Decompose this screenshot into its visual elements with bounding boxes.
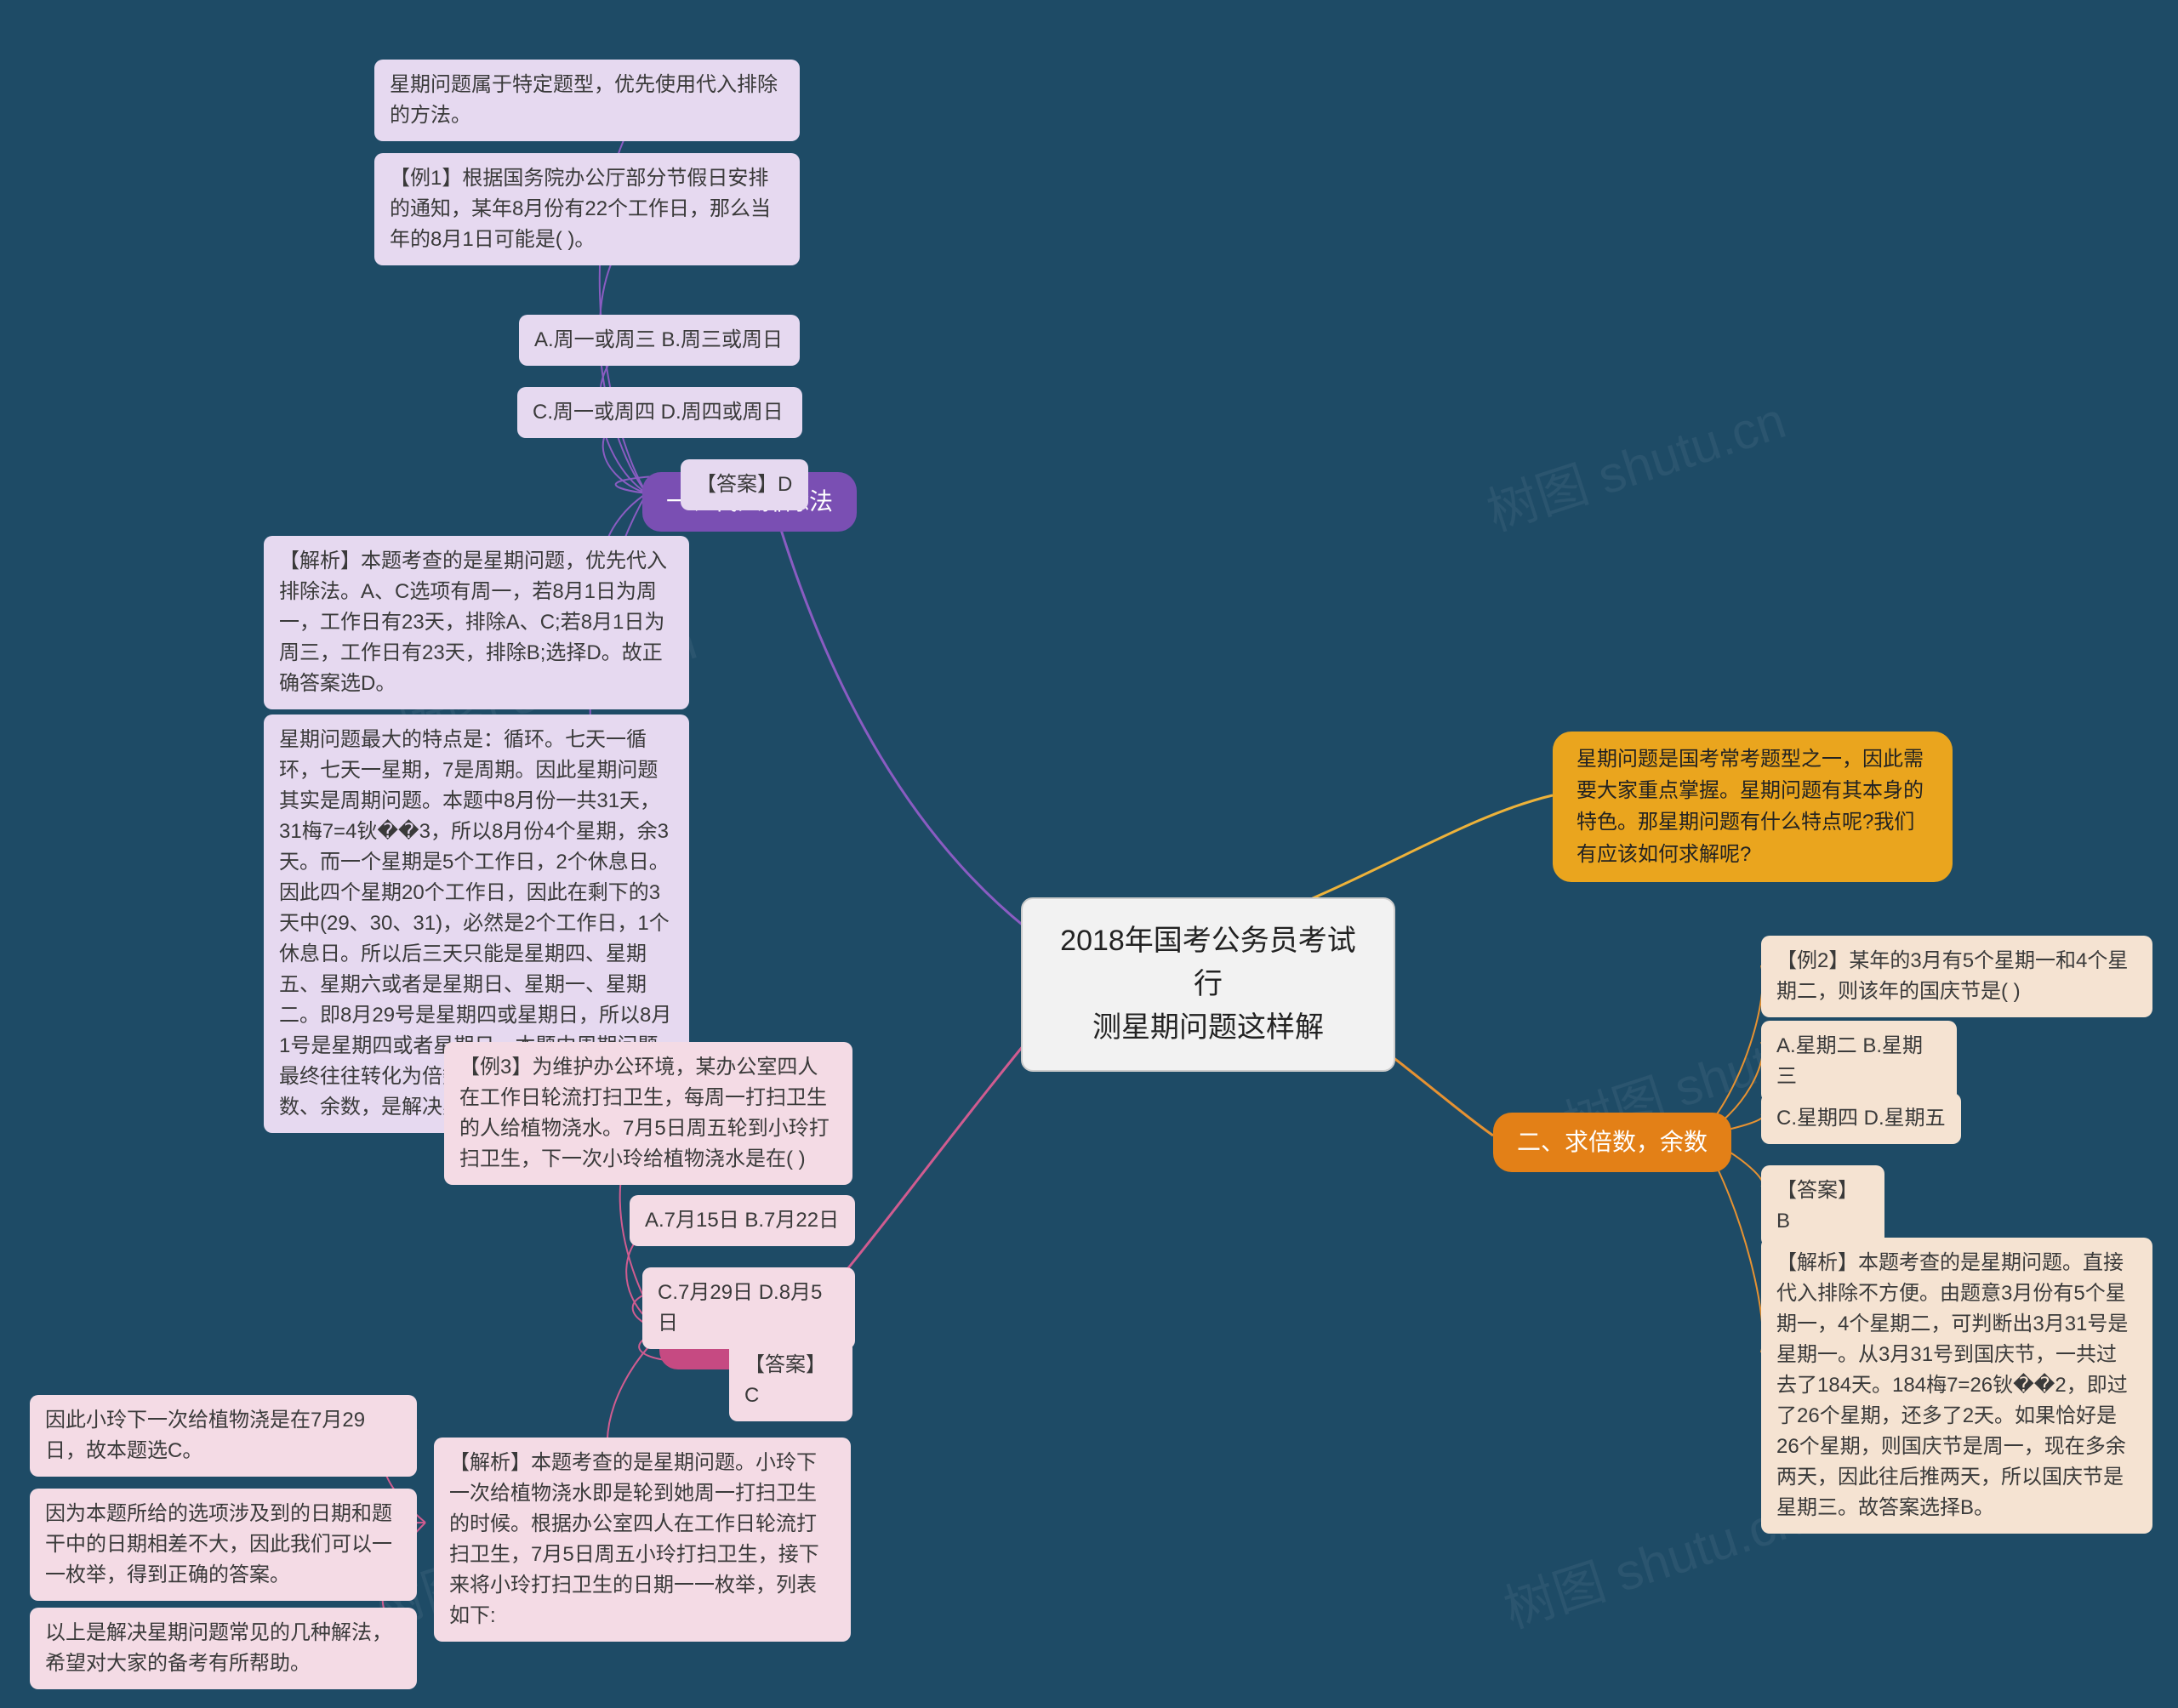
branch1-leaf-2[interactable]: A.周一或周三 B.周三或周日 xyxy=(519,315,800,366)
branch-2-label: 二、求倍数，余数 xyxy=(1517,1129,1708,1155)
branch3-sub-0[interactable]: 因此小玲下一次给植物浇是在7月29日，故本题选C。 xyxy=(30,1395,417,1477)
branch3-leaf-3[interactable]: 【答案】C xyxy=(729,1340,852,1421)
branch1-leaf-1[interactable]: 【例1】根据国务院办公厅部分节假日安排的通知，某年8月份有22个工作日，那么当年… xyxy=(374,153,800,265)
center-title-line1: 2018年国考公务员考试行 xyxy=(1053,919,1363,1006)
branch1-leaf-0[interactable]: 星期问题属于特定题型，优先使用代入排除的方法。 xyxy=(374,60,800,141)
branch3-leaf-2-text: C.7月29日 D.8月5日 xyxy=(658,1281,822,1335)
branch3-sub-1[interactable]: 因为本题所给的选项涉及到的日期和题干中的日期相差不大，因此我们可以一一枚举，得到… xyxy=(30,1489,417,1601)
branch1-leaf-4-text: 【答案】D xyxy=(696,473,792,496)
watermark: 树图 shutu.cn xyxy=(1476,379,1793,545)
branch1-leaf-4[interactable]: 【答案】D xyxy=(681,459,808,510)
branch3-leaf-1[interactable]: A.7月15日 B.7月22日 xyxy=(630,1195,855,1246)
branch2-leaf-0-text: 【例2】某年的3月有5个星期一和4个星期二，则该年的国庆节是( ) xyxy=(1776,949,2128,1003)
branch1-leaf-3-text: C.周一或周四 D.周四或周日 xyxy=(533,401,784,424)
branch1-leaf-5[interactable]: 【解析】本题考查的是星期问题，优先代入排除法。A、C选项有周一，若8月1日为周一… xyxy=(264,536,689,709)
branch1-leaf-3[interactable]: C.周一或周四 D.周四或周日 xyxy=(517,387,802,438)
branch2-leaf-4-text: 【解析】本题考查的是星期问题。直接代入排除不方便。由题意3月份有5个星期一，4个… xyxy=(1776,1251,2128,1519)
branch3-leaf-2[interactable]: C.7月29日 D.8月5日 xyxy=(642,1267,855,1349)
branch1-leaf-5-text: 【解析】本题考查的是星期问题，优先代入排除法。A、C选项有周一，若8月1日为周一… xyxy=(279,549,667,695)
branch2-leaf-2[interactable]: C.星期四 D.星期五 xyxy=(1761,1093,1961,1144)
branch2-leaf-3[interactable]: 【答案】B xyxy=(1761,1165,1884,1247)
center-title-line2: 测星期问题这样解 xyxy=(1053,1006,1363,1050)
branch3-sub-2[interactable]: 以上是解决星期问题常见的几种解法，希望对大家的备考有所帮助。 xyxy=(30,1608,417,1689)
branch3-leaf-3-text: 【答案】C xyxy=(744,1353,826,1407)
branch2-leaf-1-text: A.星期二 B.星期三 xyxy=(1776,1034,1923,1088)
branch1-leaf-2-text: A.周一或周三 B.周三或周日 xyxy=(534,328,783,351)
intro-text: 星期问题是国考常考题型之一，因此需要大家重点掌握。星期问题有其本身的特色。那星期… xyxy=(1576,748,1924,866)
branch3-leaf-0-text: 【例3】为维护办公环境，某办公室四人在工作日轮流打扫卫生，每周一打扫卫生的人给植… xyxy=(459,1056,830,1170)
branch2-leaf-0[interactable]: 【例2】某年的3月有5个星期一和4个星期二，则该年的国庆节是( ) xyxy=(1761,936,2152,1017)
branch3-leaf-4-text: 【解析】本题考查的是星期问题。小玲下一次给植物浇水即是轮到她周一打扫卫生的时候。… xyxy=(449,1451,819,1627)
branch3-leaf-0[interactable]: 【例3】为维护办公环境，某办公室四人在工作日轮流打扫卫生，每周一打扫卫生的人给植… xyxy=(444,1042,852,1185)
branch3-leaf-4[interactable]: 【解析】本题考查的是星期问题。小玲下一次给植物浇水即是轮到她周一打扫卫生的时候。… xyxy=(434,1438,851,1642)
branch1-leaf-0-text: 星期问题属于特定题型，优先使用代入排除的方法。 xyxy=(390,73,778,127)
intro-node[interactable]: 星期问题是国考常考题型之一，因此需要大家重点掌握。星期问题有其本身的特色。那星期… xyxy=(1553,732,1953,882)
branch2-leaf-2-text: C.星期四 D.星期五 xyxy=(1776,1107,1946,1130)
branch3-sub-2-text: 以上是解决星期问题常见的几种解法，希望对大家的备考有所帮助。 xyxy=(45,1621,392,1675)
branch3-sub-1-text: 因为本题所给的选项涉及到的日期和题干中的日期相差不大，因此我们可以一一枚举，得到… xyxy=(45,1502,392,1586)
branch-2[interactable]: 二、求倍数，余数 xyxy=(1493,1113,1731,1172)
branch3-sub-0-text: 因此小玲下一次给植物浇是在7月29日，故本题选C。 xyxy=(45,1409,365,1462)
center-node[interactable]: 2018年国考公务员考试行 测星期问题这样解 xyxy=(1021,897,1395,1072)
branch1-leaf-1-text: 【例1】根据国务院办公厅部分节假日安排的通知，某年8月份有22个工作日，那么当年… xyxy=(390,167,771,251)
branch3-leaf-1-text: A.7月15日 B.7月22日 xyxy=(645,1209,839,1232)
branch2-leaf-1[interactable]: A.星期二 B.星期三 xyxy=(1761,1021,1957,1102)
branch2-leaf-4[interactable]: 【解析】本题考查的是星期问题。直接代入排除不方便。由题意3月份有5个星期一，4个… xyxy=(1761,1238,2152,1534)
branch2-leaf-3-text: 【答案】B xyxy=(1776,1179,1858,1233)
